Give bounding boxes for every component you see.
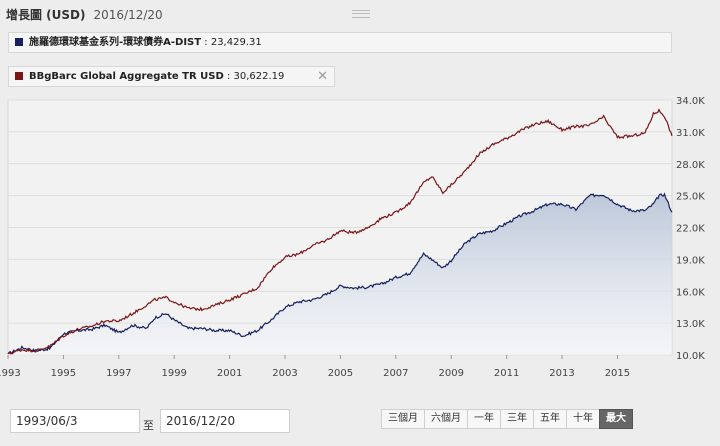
x-tick-label: 1995 — [51, 368, 76, 379]
y-tick-label: 34.0K — [676, 96, 705, 107]
legend-value-fund: 23,429.31 — [210, 37, 262, 48]
x-tick-label: 2003 — [272, 368, 297, 379]
range-max-button[interactable]: 最大 — [599, 409, 633, 429]
x-tick-label: 1999 — [161, 368, 186, 379]
series-area-fund — [8, 193, 672, 355]
x-tick-label: 2011 — [494, 368, 519, 379]
y-tick-label: 31.0K — [676, 128, 705, 139]
x-tick-label: 2015 — [605, 368, 630, 379]
x-tick-label: 2005 — [328, 368, 353, 379]
legend-item-benchmark[interactable]: BBgBarc Global Aggregate TR USD : 30,622… — [8, 66, 335, 87]
series-line-benchmark — [7, 108, 673, 355]
y-tick-label: 16.0K — [676, 287, 705, 298]
range-6m-button[interactable]: 六個月 — [424, 409, 468, 429]
drag-handle-icon[interactable] — [352, 10, 370, 18]
growth-chart: 10.0K 13.0K 16.0K 19.0K 22.0K 25.0K 28.0K 31.0K… — [0, 96, 705, 379]
y-tick-label: 10.0K — [676, 351, 705, 362]
x-tick-label: 2001 — [217, 368, 242, 379]
legend-value-benchmark: 30,622.19 — [233, 71, 285, 82]
range-3y-button[interactable]: 三年 — [500, 409, 534, 429]
close-icon[interactable]: ✕ — [317, 69, 328, 84]
y-tick-label: 28.0K — [676, 160, 705, 171]
date-separator: 至 — [143, 419, 154, 432]
legend-name-benchmark: BBgBarc Global Aggregate TR USD — [29, 71, 224, 82]
y-tick-label: 13.0K — [676, 319, 705, 330]
x-tick-label: 2007 — [383, 368, 408, 379]
start-date-input[interactable]: 1993/06/3 — [10, 409, 140, 433]
end-date-input[interactable]: 2016/12/20 — [160, 409, 290, 433]
range-10y-button[interactable]: 十年 — [566, 409, 600, 429]
legend-item-fund[interactable]: 施羅德環球基金系列-環球債券A-DIST : 23,429.31 — [8, 32, 672, 53]
x-tick-label: 2013 — [549, 368, 574, 379]
y-tick-label: 19.0K — [676, 255, 705, 266]
y-tick-label: 25.0K — [676, 192, 705, 203]
x-tick-label: 1993 — [0, 368, 21, 379]
x-tick-label: 1997 — [106, 368, 131, 379]
chart-title: 增長圖 (USD) 2016/12/20 — [6, 6, 163, 23]
title-text: 增長圖 (USD) — [6, 8, 86, 22]
range-buttons: 三個月 六個月 一年 三年 五年 十年 最大 — [381, 409, 633, 429]
range-3m-button[interactable]: 三個月 — [381, 409, 425, 429]
series-line-fund — [7, 192, 673, 355]
legend-swatch-benchmark — [15, 72, 23, 80]
legend-name-fund: 施羅德環球基金系列-環球債券A-DIST — [29, 37, 202, 48]
range-5y-button[interactable]: 五年 — [533, 409, 567, 429]
range-1y-button[interactable]: 一年 — [467, 409, 501, 429]
legend-swatch-fund — [15, 38, 23, 46]
title-date: 2016/12/20 — [93, 8, 163, 22]
x-tick-label: 2009 — [438, 368, 463, 379]
y-tick-label: 22.0K — [676, 224, 705, 235]
